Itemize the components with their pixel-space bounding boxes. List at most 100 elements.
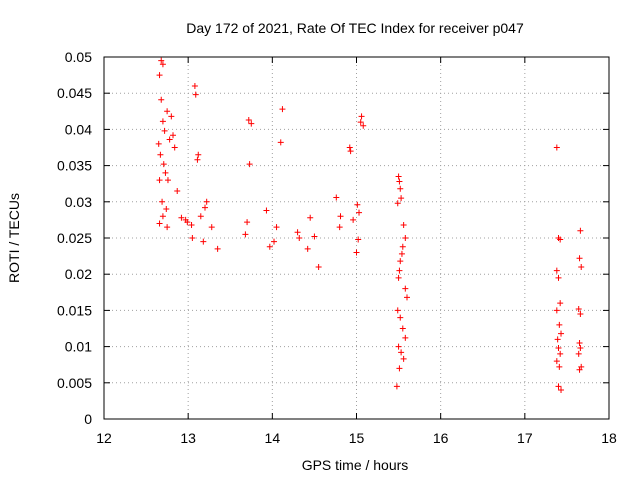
- data-point: [346, 144, 353, 151]
- data-point: [553, 307, 560, 314]
- data-point: [554, 336, 561, 343]
- data-point: [577, 227, 584, 234]
- data-point: [394, 307, 401, 314]
- data-point: [311, 233, 318, 240]
- y-tick-label: 0.03: [65, 194, 92, 210]
- data-point: [393, 383, 400, 390]
- chart-title: Day 172 of 2021, Rate Of TEC Index for r…: [186, 20, 524, 36]
- y-axis-label: ROTI / TECUs: [6, 193, 22, 283]
- data-point: [398, 195, 405, 202]
- data-point: [248, 120, 255, 127]
- data-point: [208, 224, 215, 231]
- data-point: [159, 198, 166, 205]
- data-point: [315, 263, 322, 270]
- data-point: [159, 61, 166, 68]
- data-point: [356, 209, 363, 216]
- data-point: [214, 245, 221, 252]
- x-tick-label: 12: [96, 430, 112, 446]
- data-point: [161, 127, 168, 134]
- data-point: [399, 325, 406, 332]
- data-point: [558, 387, 565, 394]
- x-tick-label: 13: [180, 430, 196, 446]
- y-tick-label: 0.045: [57, 85, 92, 101]
- data-point: [157, 151, 164, 158]
- x-tick-label: 14: [265, 430, 281, 446]
- data-point: [576, 339, 583, 346]
- data-point: [164, 177, 171, 184]
- y-tick-label: 0.01: [65, 339, 92, 355]
- data-point: [553, 267, 560, 274]
- data-point: [245, 116, 252, 123]
- data-point: [155, 140, 162, 147]
- data-point: [170, 132, 177, 139]
- data-point: [576, 366, 583, 373]
- data-point: [360, 122, 367, 129]
- data-point: [244, 219, 251, 226]
- data-point: [396, 178, 403, 185]
- data-point: [355, 236, 362, 243]
- data-point: [556, 363, 563, 370]
- data-point: [191, 82, 198, 89]
- data-point: [203, 198, 210, 205]
- y-tick-label: 0.04: [65, 121, 92, 137]
- data-point: [398, 349, 405, 356]
- data-point: [395, 343, 402, 350]
- data-point: [402, 285, 409, 292]
- data-point: [296, 235, 303, 241]
- data-point: [402, 334, 409, 341]
- data-point: [395, 274, 402, 281]
- plot-frame: [103, 56, 610, 420]
- data-point: [555, 383, 562, 390]
- data-point: [576, 255, 583, 262]
- data-point: [577, 345, 584, 352]
- data-point: [164, 224, 171, 231]
- y-tick-label: 0.015: [57, 302, 92, 318]
- data-point: [575, 305, 582, 312]
- data-point: [184, 219, 191, 226]
- data-point: [200, 238, 207, 245]
- data-point: [197, 213, 204, 220]
- data-point: [159, 118, 166, 125]
- x-tick-label: 16: [433, 430, 449, 446]
- x-axis-label: GPS time / hours: [302, 457, 409, 473]
- data-point: [577, 311, 584, 318]
- data-point: [555, 274, 562, 281]
- data-point: [189, 235, 196, 241]
- data-point: [156, 220, 163, 227]
- data-point: [266, 243, 273, 250]
- data-point: [294, 229, 301, 236]
- data-point: [558, 330, 565, 337]
- data-point: [164, 108, 171, 115]
- data-point: [304, 245, 311, 252]
- data-point: [337, 213, 344, 220]
- data-point: [397, 258, 404, 265]
- data-point: [353, 249, 360, 256]
- data-point: [400, 221, 407, 228]
- data-point: [557, 236, 564, 243]
- data-point: [163, 206, 170, 213]
- data-point: [350, 216, 357, 223]
- data-point: [188, 221, 195, 228]
- y-tick-label: 0.035: [57, 158, 92, 174]
- data-point: [192, 91, 199, 98]
- x-tick-label: 15: [349, 430, 365, 446]
- data-point: [357, 119, 364, 126]
- x-tick-label: 18: [601, 430, 617, 446]
- data-point: [273, 224, 280, 231]
- data-point: [158, 96, 165, 103]
- data-point: [158, 57, 165, 64]
- data-point: [336, 224, 343, 231]
- data-point: [174, 187, 181, 194]
- x-tick-labels: 12 13 14 15 16 17 18: [96, 430, 617, 446]
- data-point: [557, 300, 564, 307]
- data-point: [263, 207, 270, 214]
- x-tick-label: 17: [517, 430, 533, 446]
- data-point: [242, 231, 249, 238]
- data-point: [168, 113, 175, 120]
- data-point: [397, 185, 404, 192]
- data-point: [159, 213, 166, 220]
- data-point: [354, 201, 361, 208]
- data-point: [404, 294, 410, 301]
- data-point: [556, 321, 563, 328]
